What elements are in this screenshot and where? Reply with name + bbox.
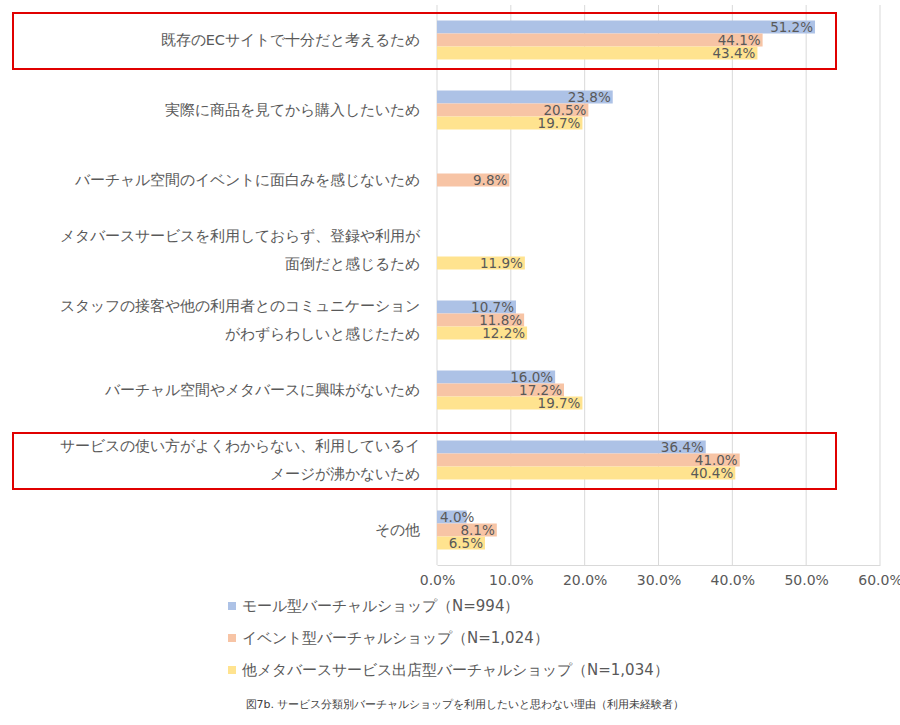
category-label: 実際に商品を見てから購入したいため bbox=[165, 102, 420, 118]
category-label-line: その他 bbox=[375, 522, 420, 538]
category-label: その他 bbox=[375, 522, 420, 538]
data-label: 12.2% bbox=[482, 325, 525, 341]
tick-label: 30.0% bbox=[637, 572, 681, 588]
grid-line bbox=[806, 5, 807, 565]
highlight-box bbox=[13, 433, 836, 489]
tick: 60.0% bbox=[858, 565, 900, 588]
axis-line bbox=[438, 565, 881, 566]
highlight-box bbox=[13, 13, 836, 69]
category-label: サービスの使い方がよくわからない、利用しているイメージが沸かないため bbox=[60, 438, 420, 482]
legend-swatch bbox=[228, 634, 236, 642]
legend-swatch bbox=[228, 666, 236, 674]
bar bbox=[437, 47, 757, 60]
tick-label: 10.0% bbox=[489, 572, 533, 588]
data-labels: 51.2%23.8%10.7%16.0%36.4%4.0%44.1%20.5%9… bbox=[440, 19, 813, 551]
category-label-line: 実際に商品を見てから購入したいため bbox=[165, 102, 420, 118]
tick: 20.0% bbox=[563, 565, 607, 588]
category-label-line: バーチャル空間のイベントに面白みを感じないため bbox=[74, 172, 420, 188]
tick: 10.0% bbox=[489, 565, 533, 588]
legend-label: モール型バーチャルショップ（N=994） bbox=[242, 597, 519, 615]
legend-label: イベント型バーチャルショップ（N=1,024） bbox=[242, 629, 549, 647]
category-label: バーチャル空間やメタバースに興味がないため bbox=[104, 382, 420, 398]
bars bbox=[437, 21, 815, 550]
grid bbox=[437, 5, 880, 565]
category-label-line: メタバースサービスを利用しておらず、登録や利用が bbox=[60, 228, 421, 245]
category-label: スタッフの接客や他の利用者とのコミュニケーションがわずらわしいと感じたため bbox=[60, 298, 420, 343]
category-label: バーチャル空間のイベントに面白みを感じないため bbox=[74, 172, 420, 188]
data-label: 19.7% bbox=[538, 115, 581, 131]
category-label-line: がわずらわしいと感じたため bbox=[225, 326, 420, 343]
legend-swatch bbox=[228, 602, 236, 610]
data-label: 9.8% bbox=[473, 172, 507, 188]
data-label: 51.2% bbox=[770, 19, 813, 35]
category-label-line: バーチャル空間やメタバースに興味がないため bbox=[104, 382, 420, 398]
grid-line bbox=[510, 5, 511, 565]
tick-label: 20.0% bbox=[563, 572, 607, 588]
data-label: 19.7% bbox=[538, 395, 581, 411]
x-axis: 0.0% 10.0% 20.0% 30.0% 40.0% 50.0% 60.0% bbox=[420, 565, 900, 588]
legend-label: 他メタバースサービス出店型バーチャルショップ（N=1,034） bbox=[242, 661, 669, 679]
title: 図7b. サービス分類別バーチャルショップを利用したいと思わない理由（利用未経験… bbox=[246, 698, 685, 711]
tick-label: 60.0% bbox=[858, 572, 900, 588]
grid-line bbox=[732, 5, 733, 565]
category-label-line: 既存のECサイトで十分だと考えるため bbox=[161, 32, 420, 48]
data-label: 43.4% bbox=[713, 45, 756, 61]
tick: 40.0% bbox=[711, 565, 755, 588]
grid-line bbox=[437, 5, 438, 565]
data-label: 40.4% bbox=[690, 465, 733, 481]
category-label-line: サービスの使い方がよくわからない、利用しているイ bbox=[60, 438, 420, 454]
y-axis: 既存のECサイトで十分だと考えるため実際に商品を見てから購入したいためバーチャル… bbox=[60, 32, 421, 538]
grid-line bbox=[880, 5, 881, 565]
category-label-line: 面倒だと感じるため bbox=[285, 256, 420, 272]
tick: 30.0% bbox=[637, 565, 681, 588]
tick-label: 50.0% bbox=[784, 572, 828, 588]
category-label-line: メージが沸かないため bbox=[270, 466, 420, 482]
chart: 0.0% 10.0% 20.0% 30.0% 40.0% 50.0% 60.0% 既存のECサ… bbox=[0, 0, 900, 725]
highlights bbox=[13, 13, 836, 489]
category-label-line: スタッフの接客や他の利用者とのコミュニケーション bbox=[60, 298, 420, 314]
tick-label: 40.0% bbox=[711, 572, 755, 588]
grid-line bbox=[658, 5, 659, 565]
tick: 50.0% bbox=[784, 565, 828, 588]
category-label: 既存のECサイトで十分だと考えるため bbox=[161, 32, 420, 48]
data-label: 11.9% bbox=[480, 255, 523, 271]
legend: モール型バーチャルショップ（N=994） イベント型バーチャルショップ（N=1,0… bbox=[228, 597, 669, 679]
tick: 0.0% bbox=[420, 565, 456, 588]
category-label: メタバースサービスを利用しておらず、登録や利用が面倒だと感じるため bbox=[60, 228, 421, 272]
data-label: 6.5% bbox=[449, 535, 483, 551]
tick-label: 0.0% bbox=[420, 572, 456, 588]
